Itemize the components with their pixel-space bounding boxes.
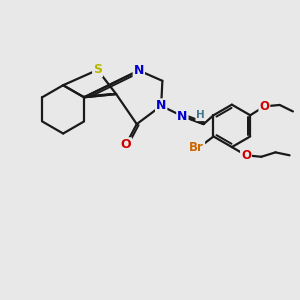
Text: S: S	[93, 63, 102, 76]
Text: O: O	[259, 100, 269, 113]
Text: N: N	[177, 110, 188, 123]
Text: N: N	[156, 99, 166, 112]
Text: O: O	[121, 138, 131, 151]
Text: H: H	[196, 110, 205, 120]
Text: Br: Br	[189, 141, 204, 154]
Text: O: O	[241, 149, 251, 162]
Text: N: N	[134, 64, 144, 77]
